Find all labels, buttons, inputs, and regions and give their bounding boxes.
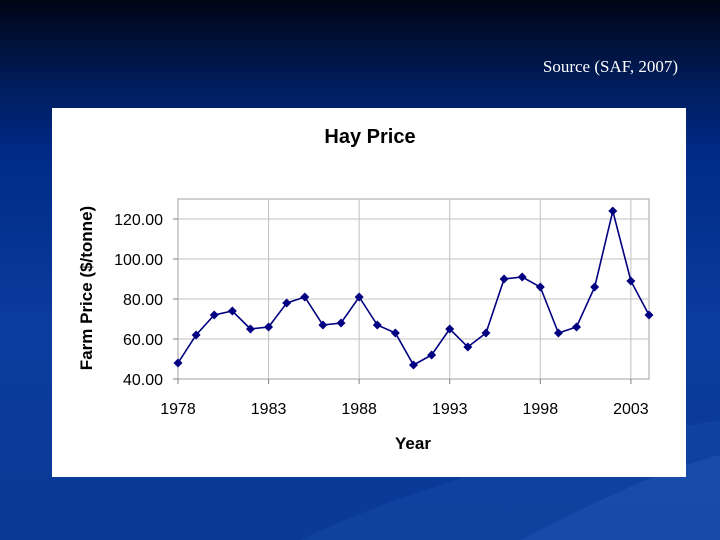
data-point [427,350,437,360]
x-tick-label: 1983 [251,401,287,418]
data-point [572,322,582,332]
data-point [372,320,382,330]
data-point [390,328,400,338]
data-point [499,274,509,284]
data-point [608,206,618,216]
data-point [445,324,455,334]
x-tick-label: 2003 [613,401,649,418]
data-point [227,306,237,316]
data-point [282,298,292,308]
data-point [245,324,255,334]
data-point [481,328,491,338]
hay-price-chart: Hay Price Farm Price ($/tonne) Year 40.0… [77,126,654,453]
data-point [300,292,310,302]
x-tick-label: 1998 [523,401,559,418]
x-tick-label: 1993 [432,401,468,418]
x-tick-label: 1978 [160,401,196,418]
data-point [644,310,654,320]
source-citation: Source (SAF, 2007) [542,57,678,76]
y-tick-label: 40.00 [123,372,163,389]
y-axis-label: Farm Price ($/tonne) [77,206,96,370]
data-point [354,292,364,302]
plot-area [177,198,650,380]
data-point [463,342,473,352]
data-point [535,282,545,292]
data-point [590,282,600,292]
data-point [336,318,346,328]
x-tick-label: 1988 [341,401,377,418]
data-point [409,360,418,370]
data-point [517,272,527,282]
y-tick-label: 120.00 [114,212,163,229]
y-tick-label: 80.00 [123,292,163,309]
data-point [553,328,563,338]
data-point [626,276,636,286]
x-axis-label: Year [395,434,431,453]
data-point [209,310,219,320]
data-point [191,330,201,340]
chart-panel: Hay Price Farm Price ($/tonne) Year 40.0… [52,108,686,477]
y-tick-label: 60.00 [123,332,163,349]
data-point [173,358,183,368]
chart-title: Hay Price [324,126,415,148]
y-tick-label: 100.00 [114,252,163,269]
data-point [264,322,274,332]
data-point [318,320,328,330]
